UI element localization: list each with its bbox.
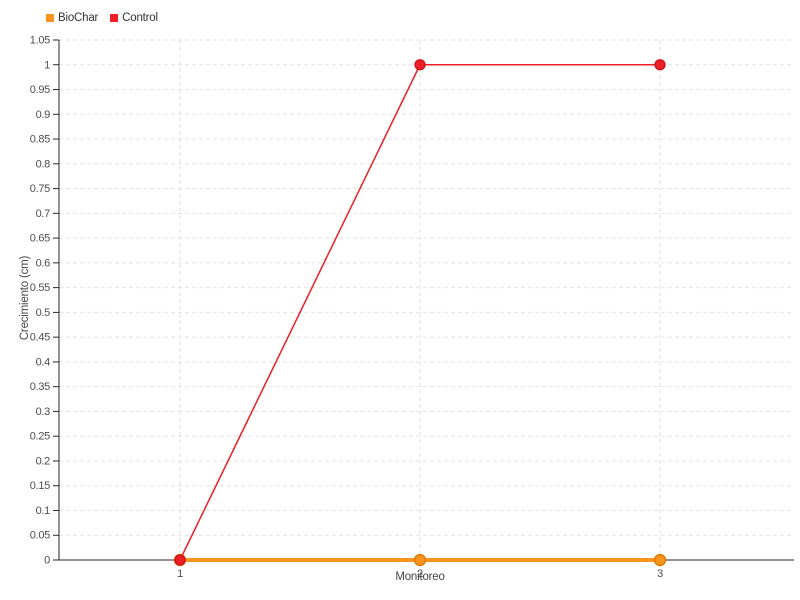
y-tick-label: 0.4 xyxy=(36,356,51,368)
legend-swatch-control-icon xyxy=(110,14,119,22)
series-marker-control xyxy=(174,554,186,566)
legend-swatch-biochar-icon xyxy=(46,14,54,22)
y-tick-label: 0.85 xyxy=(30,134,50,146)
series-marker-biochar xyxy=(653,553,667,567)
y-tick-label: 0.2 xyxy=(36,455,51,467)
series-marker-control xyxy=(654,59,666,71)
series-marker-control xyxy=(414,59,426,71)
y-tick-label: 1.05 xyxy=(30,35,50,47)
y-tick-label: 0.75 xyxy=(30,183,50,195)
y-tick-label: 0.45 xyxy=(30,332,50,344)
y-tick-label: 0.95 xyxy=(30,84,50,96)
y-tick-label: 0.15 xyxy=(30,480,50,492)
legend-label-biochar: BioChar xyxy=(58,12,99,24)
series-marker-biochar xyxy=(413,553,427,567)
y-tick-label: 0.1 xyxy=(36,505,51,517)
legend-item-biochar[interactable]: BioChar xyxy=(46,12,98,24)
x-axis-title: Monitoreo xyxy=(395,571,445,583)
y-tick-label: 0.35 xyxy=(30,381,50,393)
legend: BioChar Control xyxy=(46,12,158,24)
legend-label-control: Control xyxy=(122,12,158,24)
y-tick-label: 1 xyxy=(44,59,50,71)
x-tick-label: 1 xyxy=(177,568,183,580)
x-tick-label: 2 xyxy=(417,568,423,580)
y-tick-label: 0.55 xyxy=(30,282,50,294)
y-tick-label: 0 xyxy=(44,555,50,567)
y-tick-label: 0.3 xyxy=(36,406,51,418)
y-tick-label: 0.9 xyxy=(36,109,51,121)
y-tick-label: 0.25 xyxy=(30,431,50,443)
y-tick-label: 0.05 xyxy=(30,530,50,542)
legend-item-control[interactable]: Control xyxy=(110,12,158,24)
x-tick-label: 3 xyxy=(657,568,663,580)
y-tick-label: 0.7 xyxy=(36,208,51,220)
y-tick-label: 0.6 xyxy=(36,257,51,269)
y-tick-label: 0.8 xyxy=(36,158,51,170)
y-tick-label: 0.5 xyxy=(36,307,51,319)
y-axis-title: Crecimiento (cm) xyxy=(19,255,31,341)
y-tick-label: 0.65 xyxy=(30,233,50,245)
